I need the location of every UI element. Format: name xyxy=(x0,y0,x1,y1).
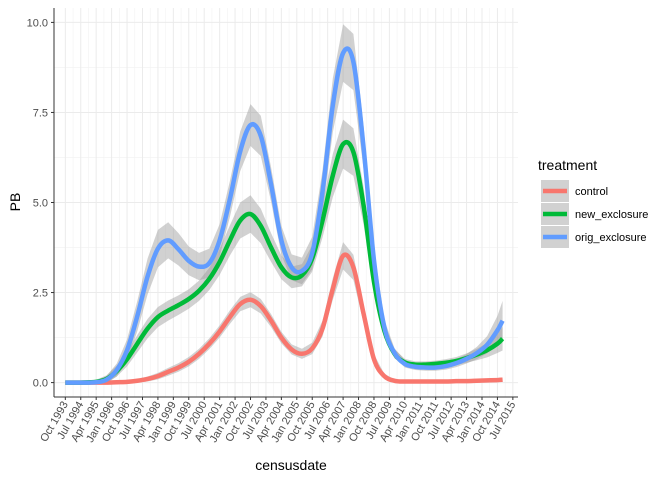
legend-item-new_exclosure: new_exclosure xyxy=(541,203,648,225)
y-tick-label: 7.5 xyxy=(33,107,48,119)
legend-item-orig_exclosure: orig_exclosure xyxy=(541,226,647,248)
legend-label: control xyxy=(575,186,608,198)
y-tick-label: 0.0 xyxy=(33,378,48,390)
legend-items: control new_exclosure orig_exclosure xyxy=(541,180,648,248)
line-orig_exclosure xyxy=(65,46,505,385)
legend: treatment control new_exclosure orig_exclo… xyxy=(538,157,648,248)
x-axis-title: censusdate xyxy=(255,457,327,473)
confidence-bands xyxy=(65,24,503,385)
series-lines xyxy=(65,46,505,385)
y-axis-title: PB xyxy=(7,193,23,212)
line-control xyxy=(65,252,503,385)
band-orig_exclosure xyxy=(65,24,503,385)
legend-label: orig_exclosure xyxy=(575,232,647,244)
legend-title: treatment xyxy=(538,157,597,173)
grid-layer xyxy=(54,8,518,397)
legend-item-control: control xyxy=(541,180,608,202)
y-tick-label: 2.5 xyxy=(33,288,48,300)
band-new_exclosure xyxy=(65,119,503,385)
legend-label: new_exclosure xyxy=(575,209,648,221)
line-new_exclosure xyxy=(65,139,505,385)
y-tick-label: 5.0 xyxy=(33,198,48,210)
y-tick-label: 10.0 xyxy=(27,17,48,29)
